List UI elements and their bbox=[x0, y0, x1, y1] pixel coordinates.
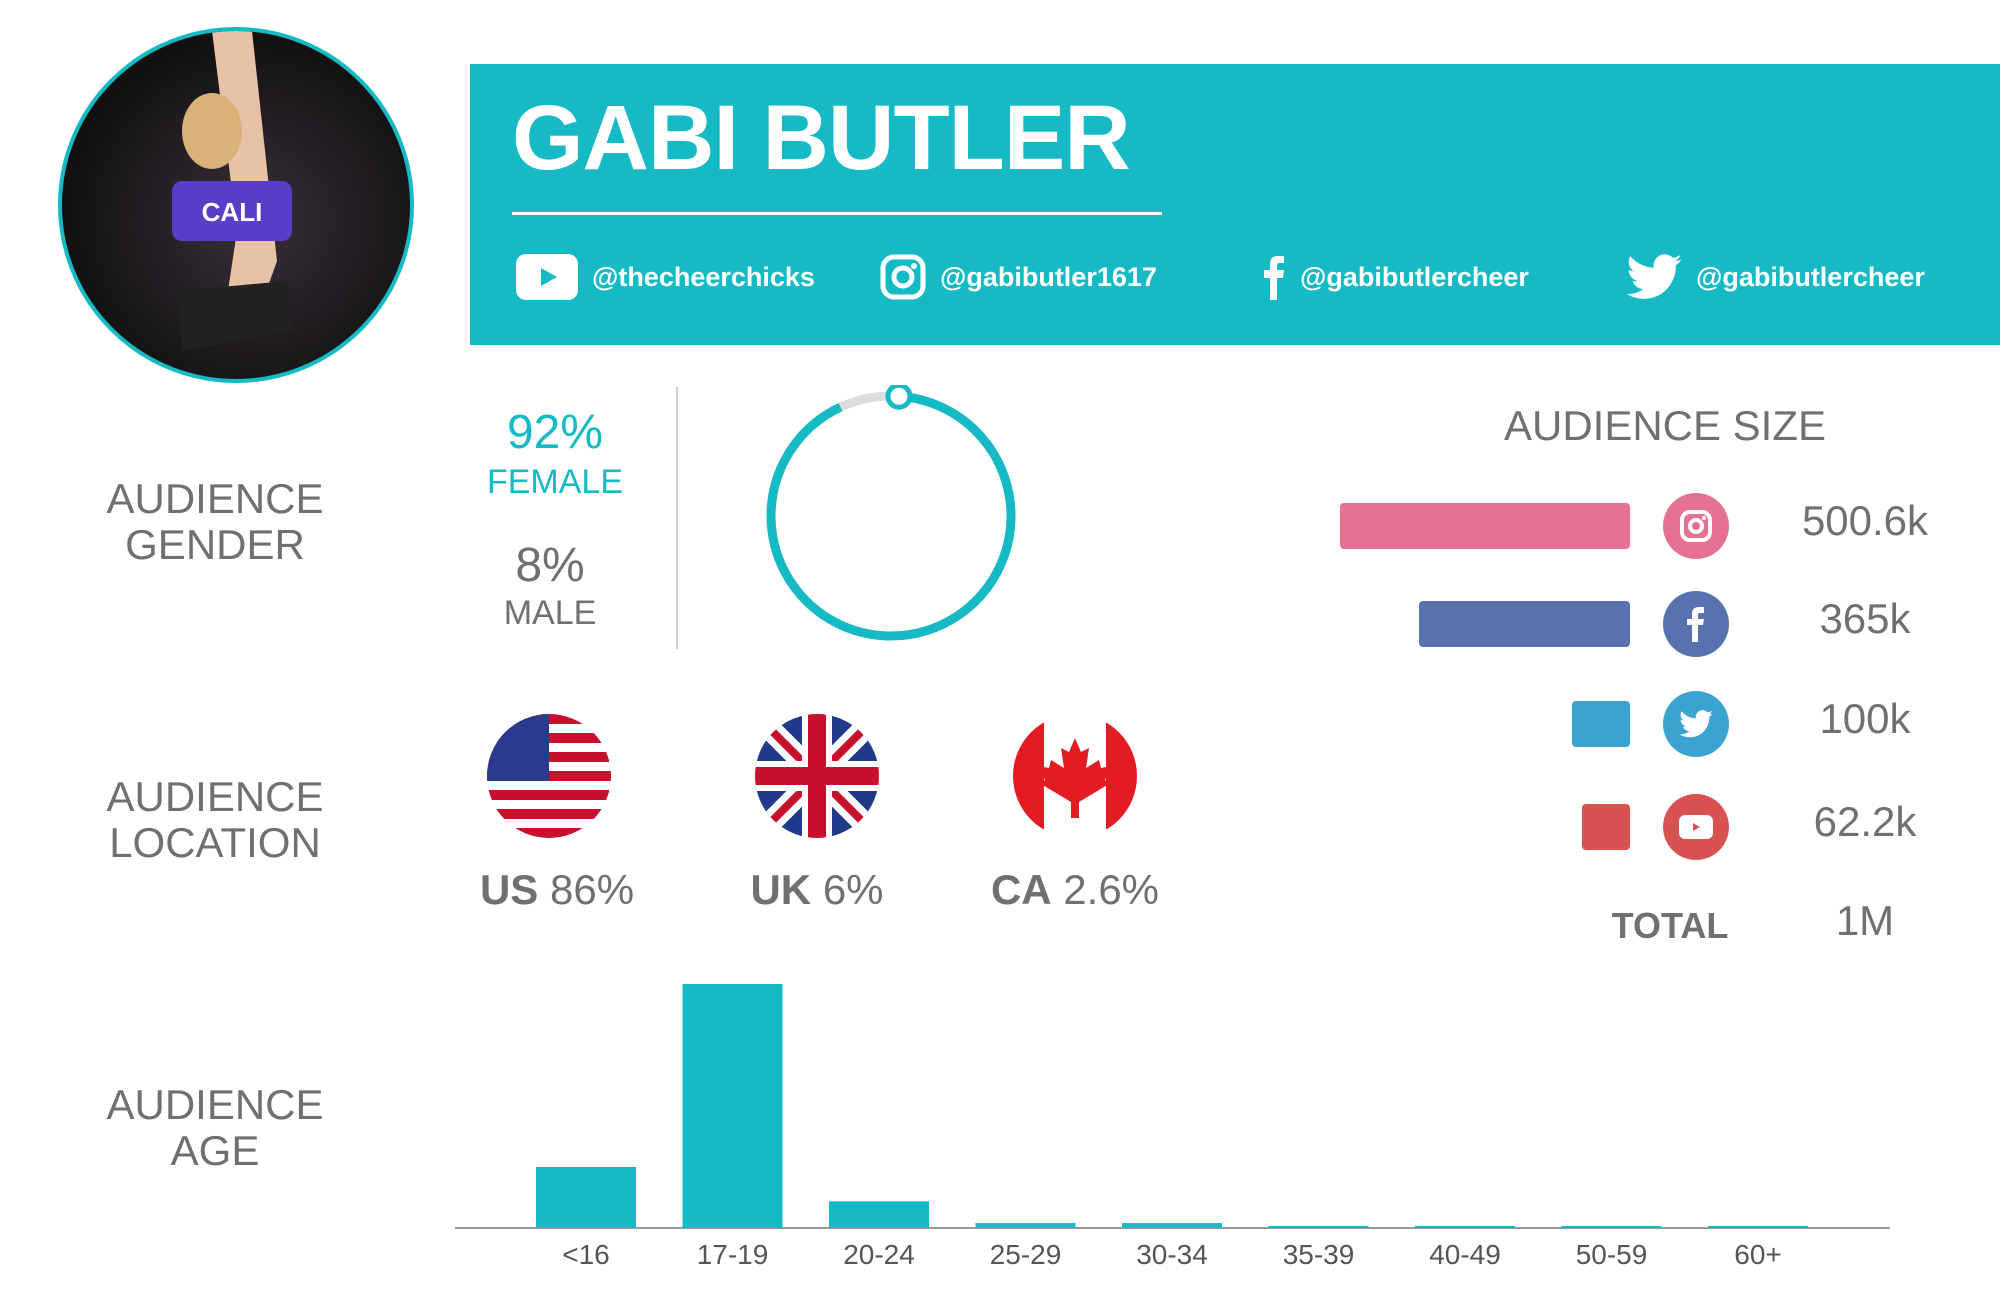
social-handle: @gabibutlercheer bbox=[1300, 261, 1529, 292]
age-tick-label: 25-29 bbox=[990, 1239, 1062, 1270]
facebook-icon bbox=[1663, 591, 1729, 657]
audience-bar-instagram bbox=[1340, 503, 1630, 549]
age-bar bbox=[1561, 1226, 1662, 1228]
age-bar-chart: <16 17-19 20-24 25-29 30-34 35-39 40-49 50-59 60… bbox=[455, 984, 1890, 1270]
audience-value-twitter: 100k bbox=[1819, 695, 1911, 742]
social-handle: @thecheerchicks bbox=[592, 261, 815, 292]
location-us: US 86% bbox=[479, 866, 635, 913]
social-instagram[interactable]: @gabibutler1617 bbox=[880, 254, 1157, 300]
audience-bar-twitter bbox=[1572, 701, 1630, 747]
audience-size-title: AUDIENCE SIZE bbox=[1503, 402, 1827, 449]
age-tick-label: 35-39 bbox=[1283, 1239, 1355, 1270]
age-bar bbox=[682, 984, 783, 1228]
social-facebook[interactable]: @gabibutlercheer bbox=[1262, 254, 1529, 300]
us-flag-icon bbox=[487, 714, 611, 838]
uk-flag-icon bbox=[755, 714, 879, 838]
social-handle: @gabibutler1617 bbox=[940, 261, 1157, 292]
female-label: FEMALE bbox=[486, 463, 624, 501]
age-bar bbox=[1122, 1223, 1222, 1228]
male-percent: 8% bbox=[515, 539, 585, 592]
social-handle: @gabibutlercheer bbox=[1696, 261, 1925, 292]
age-bar bbox=[975, 1223, 1076, 1228]
audience-bar-youtube bbox=[1582, 804, 1630, 850]
location-section-label: AUDIENCE LOCATION bbox=[106, 773, 324, 866]
age-bar bbox=[829, 1201, 929, 1228]
youtube-icon bbox=[516, 254, 578, 300]
header-banner: GABI BUTLER @thecheerchicks @gabibutler1… bbox=[470, 64, 2000, 345]
gender-donut bbox=[766, 385, 1016, 641]
gender-section-label: AUDIENCE GENDER bbox=[106, 475, 324, 568]
donut-marker bbox=[885, 385, 913, 410]
social-twitter[interactable]: @gabibutlercheer bbox=[1626, 254, 1925, 300]
profile-name: GABI BUTLER bbox=[512, 87, 1131, 189]
age-bar bbox=[1415, 1226, 1515, 1228]
audience-bar-facebook bbox=[1418, 601, 1630, 647]
age-bar bbox=[536, 1167, 636, 1228]
social-youtube[interactable]: @thecheerchicks bbox=[516, 254, 815, 300]
instagram-icon bbox=[880, 254, 926, 300]
male-label: MALE bbox=[503, 594, 597, 632]
donut-female-arc bbox=[766, 391, 1016, 641]
age-tick-label: 20-24 bbox=[843, 1239, 915, 1270]
age-tick-label: 30-34 bbox=[1136, 1239, 1208, 1270]
facebook-icon bbox=[1264, 256, 1284, 300]
gender-divider bbox=[676, 387, 678, 649]
profile-photo: CALI bbox=[58, 27, 414, 383]
age-tick-label: <16 bbox=[562, 1239, 610, 1270]
age-tick-label: 17-19 bbox=[697, 1239, 769, 1270]
age-tick-label: 50-59 bbox=[1576, 1239, 1648, 1270]
age-tick-label: 60+ bbox=[1734, 1239, 1782, 1270]
age-section-label: AUDIENCE AGE bbox=[106, 1081, 324, 1174]
audience-value-instagram: 500.6k bbox=[1801, 497, 1929, 544]
ca-flag-icon bbox=[1013, 714, 1137, 838]
twitter-icon bbox=[1626, 254, 1682, 299]
jersey-text: CALI bbox=[202, 197, 263, 227]
location-uk: UK 6% bbox=[750, 866, 884, 913]
age-bar bbox=[1708, 1226, 1808, 1228]
title-underline bbox=[512, 212, 1162, 215]
age-tick-label: 40-49 bbox=[1429, 1239, 1501, 1270]
total-label: TOTAL bbox=[1611, 905, 1729, 946]
youtube-icon bbox=[1663, 794, 1729, 860]
age-bar bbox=[1268, 1226, 1369, 1228]
location-ca: CA 2.6% bbox=[990, 866, 1160, 913]
twitter-icon bbox=[1663, 691, 1729, 757]
total-value: 1M bbox=[1835, 897, 1895, 944]
audience-value-facebook: 365k bbox=[1819, 595, 1911, 642]
instagram-icon bbox=[1663, 493, 1729, 559]
female-percent: 92% bbox=[506, 406, 604, 459]
audience-value-youtube: 62.2k bbox=[1813, 798, 1917, 845]
